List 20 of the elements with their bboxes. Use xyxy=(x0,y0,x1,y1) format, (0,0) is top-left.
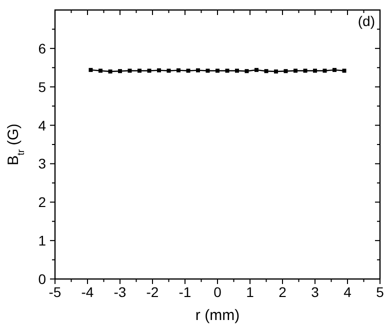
x-tick-label: -2 xyxy=(146,284,159,300)
y-tick-label: 6 xyxy=(38,40,46,56)
x-tick-label: -3 xyxy=(114,284,126,300)
x-tick-label: -4 xyxy=(81,284,94,300)
y-tick-label: 0 xyxy=(38,271,46,287)
x-tick-label: 5 xyxy=(376,284,384,300)
annotation: (d) xyxy=(358,13,375,29)
y-tick-label: 5 xyxy=(38,78,46,95)
y-tick-label: 3 xyxy=(38,156,46,172)
x-tick-label: -5 xyxy=(48,284,62,300)
x-tick-label: 1 xyxy=(246,284,254,300)
x-tick-label: -1 xyxy=(178,284,192,300)
x-tick-label: 4 xyxy=(344,284,352,300)
x-tick-label: 0 xyxy=(214,284,222,300)
y-tick-label: 2 xyxy=(38,194,46,210)
x-axis-title: r (mm) xyxy=(195,307,240,324)
x-tick-label: 3 xyxy=(311,284,320,300)
y-tick-label: 1 xyxy=(38,232,46,249)
y-tick-label: 4 xyxy=(38,117,46,134)
x-tick-label: 2 xyxy=(278,284,287,300)
